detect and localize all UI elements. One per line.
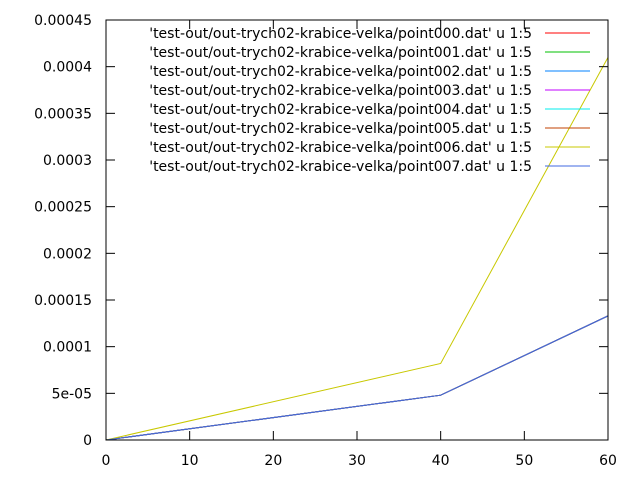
legend-label: 'test-out/out-trych02-krabice-velka/poin… (149, 140, 532, 156)
x-tick-label: 20 (264, 453, 282, 469)
x-tick-label: 40 (432, 453, 450, 469)
series-line-3 (105, 315, 609, 441)
y-axis-tick-labels: 0 5e-05 0.0001 0.00015 0.0002 0.00025 0.0003 0.… (34, 13, 92, 449)
series-line-6 (105, 57, 609, 441)
y-tick-label: 0 (83, 433, 92, 449)
x-tick-label: 10 (181, 453, 199, 469)
series-line-0 (105, 315, 609, 441)
x-tick-label: 50 (515, 453, 533, 469)
series-layer (105, 57, 609, 441)
y-tick-label: 0.0003 (43, 153, 92, 169)
legend: 'test-out/out-trych02-krabice-velka/poin… (149, 26, 590, 175)
legend-label: 'test-out/out-trych02-krabice-velka/poin… (149, 159, 532, 175)
y-tick-label: 0.00045 (34, 13, 92, 29)
series-line-1 (105, 315, 609, 441)
legend-label: 'test-out/out-trych02-krabice-velka/poin… (149, 83, 532, 99)
series-line-5 (105, 315, 609, 441)
x-tick-label: 0 (102, 453, 111, 469)
y-tick-label: 0.00025 (34, 200, 92, 216)
y-tick-label: 5e-05 (52, 386, 92, 402)
y-tick-label: 0.0001 (43, 340, 92, 356)
series-line-4 (105, 315, 609, 441)
x-tick-label: 30 (348, 453, 366, 469)
y-tick-label: 0.00015 (34, 293, 92, 309)
y-tick-label: 0.0004 (43, 60, 92, 76)
series-line-2 (105, 315, 609, 441)
series-line-7 (105, 315, 609, 441)
legend-label: 'test-out/out-trych02-krabice-velka/poin… (149, 64, 532, 80)
legend-label: 'test-out/out-trych02-krabice-velka/poin… (149, 45, 532, 61)
legend-label: 'test-out/out-trych02-krabice-velka/poin… (149, 121, 532, 137)
axis-ticks (105, 19, 609, 441)
legend-label: 'test-out/out-trych02-krabice-velka/poin… (149, 102, 532, 118)
x-axis-tick-labels: 0 10 20 30 40 50 60 (102, 453, 617, 469)
x-tick-label: 60 (599, 453, 617, 469)
y-tick-label: 0.0002 (43, 246, 92, 262)
y-tick-label: 0.00035 (34, 106, 92, 122)
legend-label: 'test-out/out-trych02-krabice-velka/poin… (149, 26, 532, 42)
